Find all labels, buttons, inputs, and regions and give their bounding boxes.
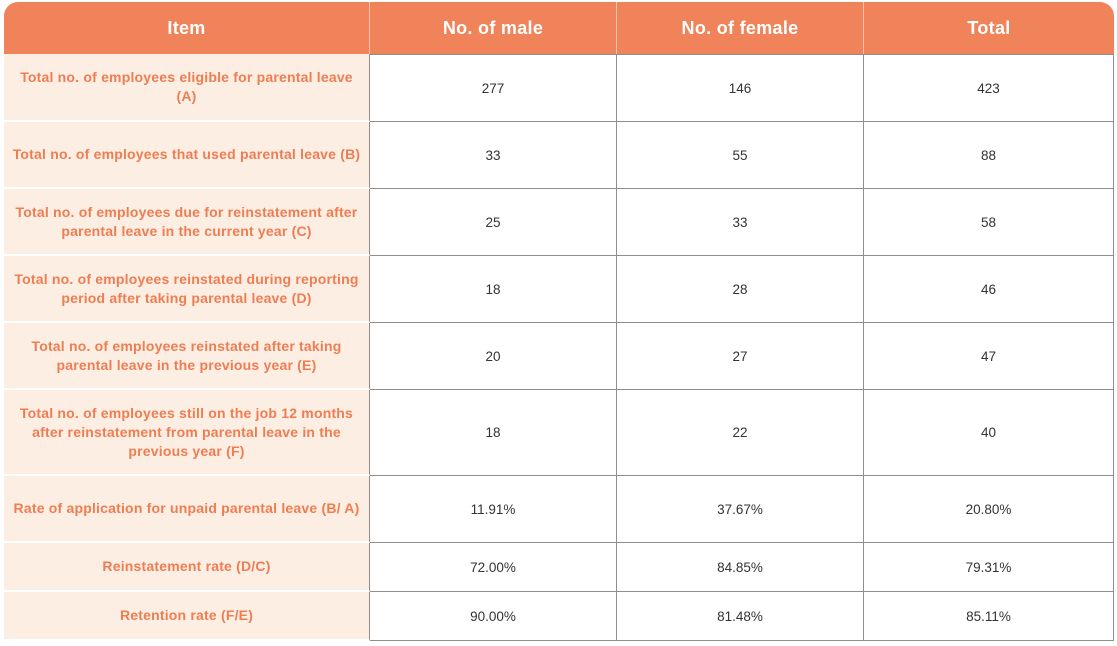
cell-total: 40: [864, 390, 1114, 476]
cell-female: 27: [617, 323, 864, 390]
table-row: Retention rate (F/E) 90.00% 81.48% 85.11…: [4, 592, 1114, 641]
cell-female: 81.48%: [617, 592, 864, 641]
cell-male: 25: [370, 189, 617, 256]
cell-male: 33: [370, 122, 617, 189]
cell-total: 20.80%: [864, 476, 1114, 543]
header-item: Item: [4, 2, 370, 54]
cell-male: 277: [370, 54, 617, 122]
cell-male: 18: [370, 390, 617, 476]
cell-total: 46: [864, 256, 1114, 323]
cell-female: 84.85%: [617, 543, 864, 592]
cell-total: 85.11%: [864, 592, 1114, 641]
table-row: Total no. of employees due for reinstate…: [4, 189, 1114, 256]
header-total: Total: [864, 2, 1114, 54]
header-row: Item No. of male No. of female Total: [4, 2, 1114, 54]
table-row: Total no. of employees reinstated after …: [4, 323, 1114, 390]
cell-female: 37.67%: [617, 476, 864, 543]
cell-male: 11.91%: [370, 476, 617, 543]
cell-female: 146: [617, 54, 864, 122]
header-male: No. of male: [370, 2, 617, 54]
cell-total: 79.31%: [864, 543, 1114, 592]
row-item-label: Total no. of employees due for reinstate…: [4, 189, 370, 256]
row-item-label: Reinstatement rate (D/C): [4, 543, 370, 592]
cell-male: 20: [370, 323, 617, 390]
row-item-label: Rate of application for unpaid parental …: [4, 476, 370, 543]
table-row: Total no. of employees that used parenta…: [4, 122, 1114, 189]
parental-leave-table: Item No. of male No. of female Total Tot…: [4, 2, 1114, 641]
parental-leave-table-container: Item No. of male No. of female Total Tot…: [4, 2, 1114, 641]
cell-female: 28: [617, 256, 864, 323]
cell-total: 423: [864, 54, 1114, 122]
cell-female: 55: [617, 122, 864, 189]
cell-total: 47: [864, 323, 1114, 390]
cell-male: 90.00%: [370, 592, 617, 641]
table-row: Total no. of employees eligible for pare…: [4, 54, 1114, 122]
header-female: No. of female: [617, 2, 864, 54]
row-item-label: Retention rate (F/E): [4, 592, 370, 641]
table-row: Reinstatement rate (D/C) 72.00% 84.85% 7…: [4, 543, 1114, 592]
row-item-label: Total no. of employees eligible for pare…: [4, 54, 370, 122]
table-row: Total no. of employees reinstated during…: [4, 256, 1114, 323]
row-item-label: Total no. of employees still on the job …: [4, 390, 370, 476]
row-item-label: Total no. of employees that used parenta…: [4, 122, 370, 189]
cell-male: 18: [370, 256, 617, 323]
table-row: Total no. of employees still on the job …: [4, 390, 1114, 476]
cell-female: 22: [617, 390, 864, 476]
row-item-label: Total no. of employees reinstated during…: [4, 256, 370, 323]
cell-total: 88: [864, 122, 1114, 189]
cell-total: 58: [864, 189, 1114, 256]
row-item-label: Total no. of employees reinstated after …: [4, 323, 370, 390]
cell-female: 33: [617, 189, 864, 256]
cell-male: 72.00%: [370, 543, 617, 592]
table-row: Rate of application for unpaid parental …: [4, 476, 1114, 543]
